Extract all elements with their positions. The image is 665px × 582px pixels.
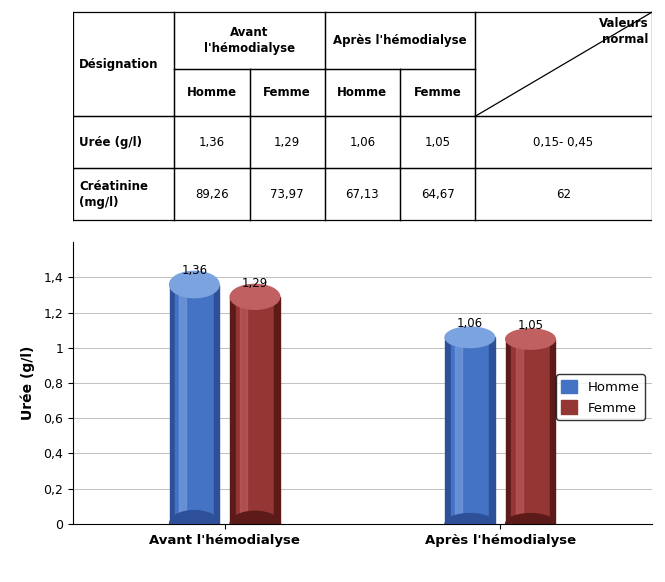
- Bar: [213, 285, 219, 524]
- Bar: [505, 339, 511, 524]
- Bar: [550, 339, 555, 524]
- Text: 0,15- 0,45: 0,15- 0,45: [533, 136, 594, 149]
- Y-axis label: Urée (g/l): Urée (g/l): [21, 346, 35, 420]
- Bar: [180, 285, 186, 524]
- Text: Femme: Femme: [263, 86, 311, 99]
- Ellipse shape: [445, 327, 495, 347]
- Text: 1,36: 1,36: [182, 264, 207, 278]
- Bar: [275, 297, 280, 524]
- Bar: [450, 338, 489, 524]
- Bar: [445, 338, 450, 524]
- Text: 89,26: 89,26: [196, 188, 229, 201]
- Text: 1,36: 1,36: [199, 136, 225, 149]
- Text: Urée (g/l): Urée (g/l): [79, 136, 142, 149]
- Text: Créatinine
(mg/l): Créatinine (mg/l): [79, 180, 148, 209]
- Text: Homme: Homme: [187, 86, 237, 99]
- Text: Femme: Femme: [414, 86, 462, 99]
- Text: Homme: Homme: [337, 86, 388, 99]
- Text: Valeurs
normal: Valeurs normal: [599, 17, 649, 45]
- Text: 1,05: 1,05: [517, 319, 543, 332]
- Ellipse shape: [230, 285, 280, 309]
- Ellipse shape: [170, 271, 219, 297]
- Ellipse shape: [505, 329, 555, 349]
- Bar: [175, 285, 213, 524]
- Ellipse shape: [230, 512, 280, 536]
- Text: 67,13: 67,13: [346, 188, 379, 201]
- Text: 1,06: 1,06: [349, 136, 376, 149]
- Text: Avant
l'hémodialyse: Avant l'hémodialyse: [204, 26, 295, 55]
- Text: 1,06: 1,06: [457, 317, 483, 330]
- Ellipse shape: [170, 510, 219, 537]
- Bar: [515, 339, 523, 524]
- Ellipse shape: [505, 514, 555, 534]
- Bar: [240, 297, 247, 524]
- Text: 1,29: 1,29: [274, 136, 301, 149]
- Bar: [511, 339, 550, 524]
- Text: 64,67: 64,67: [421, 188, 454, 201]
- Ellipse shape: [445, 513, 495, 534]
- Legend: Homme, Femme: Homme, Femme: [556, 374, 645, 420]
- Bar: [455, 338, 462, 524]
- Bar: [230, 297, 235, 524]
- Text: 1,29: 1,29: [242, 277, 268, 290]
- Text: 73,97: 73,97: [271, 188, 304, 201]
- Text: 1,05: 1,05: [425, 136, 451, 149]
- Bar: [489, 338, 495, 524]
- Bar: [235, 297, 275, 524]
- Text: Désignation: Désignation: [79, 58, 158, 71]
- Text: 62: 62: [556, 188, 571, 201]
- Bar: [170, 285, 175, 524]
- Text: Après l'hémodialyse: Après l'hémodialyse: [333, 34, 467, 47]
